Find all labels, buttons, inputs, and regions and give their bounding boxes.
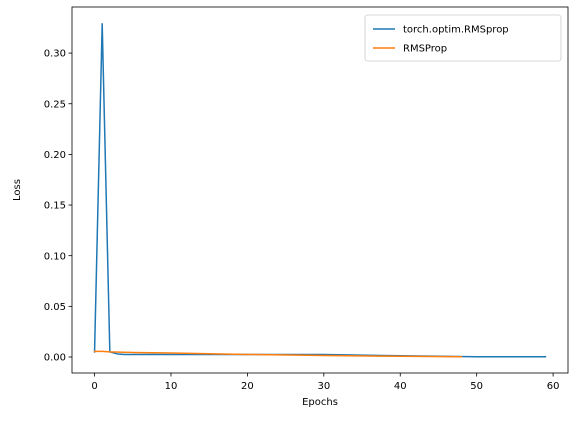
y-tick-label: 0.00: [44, 353, 66, 364]
x-tick-label: 40: [394, 381, 407, 392]
x-tick-label: 30: [317, 381, 330, 392]
y-tick-label: 0.10: [44, 251, 66, 262]
y-tick-label: 0.15: [44, 201, 66, 212]
y-axis-label: Loss: [12, 179, 23, 201]
plot-layer: [93, 22, 547, 358]
legend-box: [364, 14, 562, 62]
x-tick-label: 0: [91, 381, 97, 392]
y-tick-label: 0.30: [44, 49, 66, 60]
legend-label-0: torch.optim.RMSprop: [403, 25, 509, 36]
axes-layer: 0 10 20 30 40 50 60 0.00 0.05 0.10 0.15 0.20 0.25 0.3…: [44, 6, 569, 392]
plot-frame: [71, 6, 569, 374]
y-tick-label: 0.05: [44, 302, 66, 313]
x-axis-label: Epochs: [302, 397, 338, 408]
series-line-1: [93, 350, 463, 358]
y-tick-label: 0.20: [44, 150, 66, 161]
y-tick-label: 0.25: [44, 99, 66, 110]
legend-label-1: RMSProp: [403, 44, 447, 55]
x-tick-label: 10: [165, 381, 178, 392]
x-tick-label: 60: [547, 381, 560, 392]
x-tick-label: 50: [470, 381, 483, 392]
x-tick-label: 20: [241, 381, 254, 392]
legend: torch.optim.RMSprop RMSProp: [364, 14, 562, 62]
